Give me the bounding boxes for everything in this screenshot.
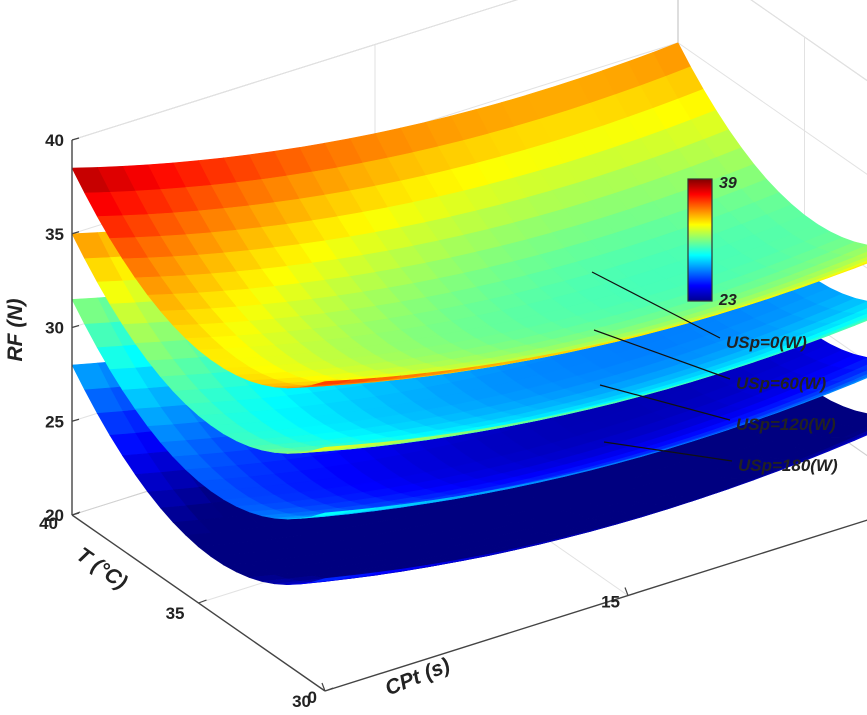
z-axis-label: RF (N) [4,299,27,362]
y-tick-mark [198,599,207,604]
series-label: USp=60(W) [736,374,827,393]
x-tick-mark [624,587,629,596]
surface-patch [312,575,351,583]
z-tick-mark [71,324,80,329]
surface-patch [312,445,351,452]
series-label: USp=120(W) [736,415,836,434]
x-tick-label: 15 [601,593,620,612]
x-tick-label: 0 [308,688,317,707]
annotation-leader [591,271,721,339]
annotation-leader [599,384,731,421]
z-tick-mark [71,231,80,235]
z-tick-label: 30 [45,319,64,338]
tick-labels: 202530354040353001530 [39,131,629,711]
surface-USp=0(W) [71,42,867,389]
y-tick-mark [324,687,334,692]
z-tick-label: 20 [45,506,64,525]
z-tick-label: 40 [45,131,64,150]
surfaces [71,42,867,586]
z-tick-mark [71,137,80,141]
x-axis-label: CPt (s) [382,654,453,701]
surface-patch [312,379,351,386]
colorbar-max-label: 39 [719,175,737,192]
series-label: USp=180(W) [738,456,838,475]
y-tick-mark [71,511,81,516]
series-annotations: USp=0(W) USp=60(W) USp=120(W) USp=180(W) [591,271,838,475]
series-label: USp=0(W) [726,333,807,352]
y-tick-label: 30 [292,692,311,711]
z-tick-label: 35 [45,225,64,244]
y-tick-label: 35 [166,604,185,623]
annotation-leader [593,329,731,380]
y-tick-label: 40 [39,514,58,533]
colorbar: 39 23 [687,175,737,309]
z-tick-mark [71,418,80,422]
colorbar-scale [687,178,713,302]
z-tick-label: 25 [45,412,64,431]
annotation-leader [603,441,733,462]
surface-patch [312,510,351,517]
colorbar-min-label: 23 [718,292,737,309]
x-tick-mark [321,682,326,692]
